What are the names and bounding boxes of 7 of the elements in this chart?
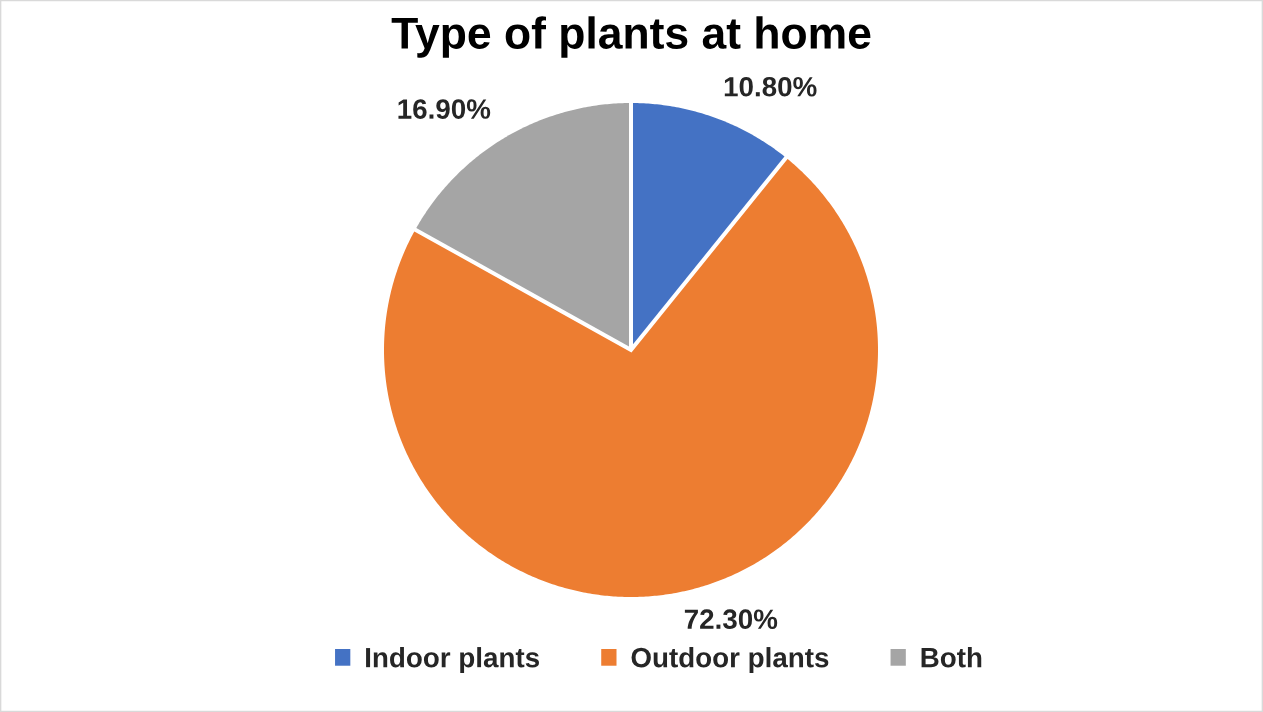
data-label: 10.80% [724, 76, 817, 97]
chart-title: Type of plants at home [391, 16, 871, 58]
data-label: 72.30% [684, 609, 778, 630]
legend-label: Indoor plants [366, 647, 539, 673]
legend-label: Outdoor plants [631, 647, 829, 673]
legend-label: Both [921, 647, 982, 668]
data-label: 16.90% [398, 99, 491, 119]
